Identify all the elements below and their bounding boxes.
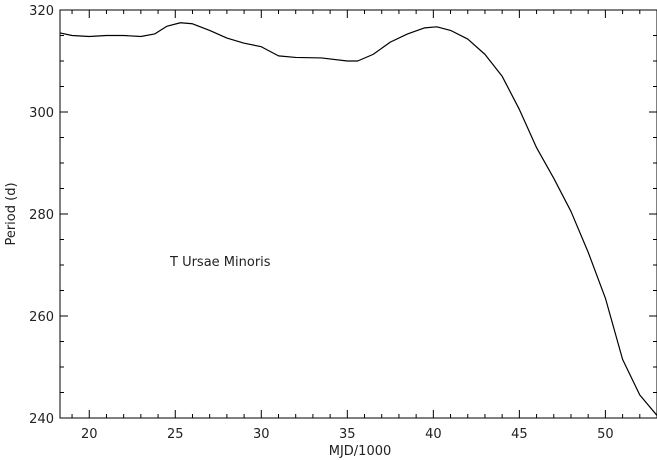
- series-line-0: [59, 22, 657, 416]
- ticks: [60, 9, 657, 419]
- y-axis-label: Period (d): [4, 182, 19, 245]
- chart-annotation: T Ursae Minoris: [169, 255, 271, 270]
- x-tick-label: 45: [511, 427, 528, 442]
- x-tick-label: 20: [81, 427, 98, 442]
- tick-labels: 20 25 30 35 40 45 50 240 260 280 300 320: [29, 4, 613, 442]
- series-layer: [59, 22, 657, 416]
- x-tick-label: 30: [253, 427, 270, 442]
- y-tick-label: 300: [29, 106, 54, 121]
- y-tick-label: 260: [29, 310, 54, 325]
- x-tick-label: 40: [425, 427, 442, 442]
- y-tick-label: 240: [29, 412, 54, 427]
- x-tick-label: 50: [597, 427, 614, 442]
- x-tick-label: 25: [167, 427, 184, 442]
- x-axis-label: MJD/1000: [329, 444, 392, 459]
- plot-frame: [59, 9, 657, 419]
- y-tick-label: 280: [29, 208, 54, 223]
- y-tick-label: 320: [29, 4, 54, 19]
- x-tick-label: 35: [339, 427, 356, 442]
